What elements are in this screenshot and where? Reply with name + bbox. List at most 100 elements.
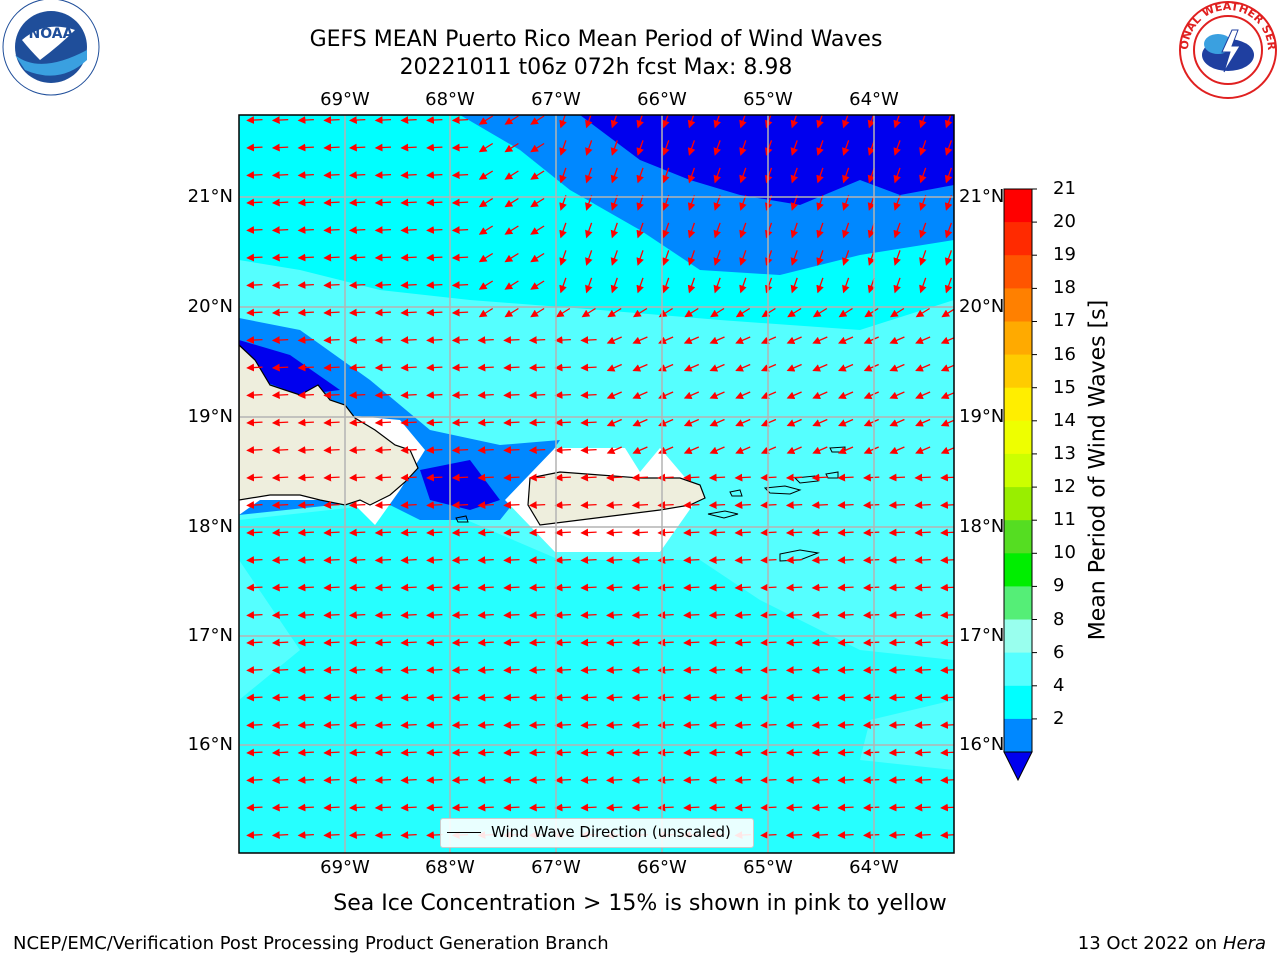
wind-wave-arrow (709, 363, 725, 372)
wind-wave-arrow (451, 143, 469, 152)
wind-wave-arrow (400, 281, 417, 289)
wind-wave-arrow (554, 391, 571, 399)
wind-wave-arrow (426, 831, 443, 839)
wind-wave-arrow (631, 583, 649, 592)
wind-wave-arrow (816, 167, 824, 184)
wind-wave-arrow (323, 143, 340, 152)
wind-wave-arrow (914, 803, 931, 812)
wind-wave-arrow (739, 250, 747, 266)
wind-wave-arrow (812, 418, 828, 427)
wind-wave-arrow (739, 277, 747, 294)
wind-wave-arrow (790, 250, 799, 266)
wind-wave-arrow (426, 171, 443, 179)
wind-wave-arrow (683, 693, 700, 702)
wind-wave-arrow (735, 307, 751, 318)
wind-wave-arrow (349, 721, 366, 729)
wind-wave-arrow (838, 418, 854, 427)
wind-wave-arrow (374, 336, 392, 344)
wind-wave-arrow (323, 528, 340, 537)
wind-wave-arrow (478, 170, 494, 180)
wind-wave-arrow (451, 473, 469, 482)
wind-wave-arrow (554, 611, 571, 619)
lat-label-left-18: 18°N (187, 516, 233, 537)
wind-wave-arrow (374, 116, 392, 124)
wind-wave-arrow (323, 473, 340, 482)
wind-wave-arrow (708, 611, 726, 619)
wind-wave-arrow (426, 776, 443, 784)
wind-wave-arrow (919, 167, 927, 184)
wind-wave-arrow (785, 693, 803, 702)
colorbar-segment (1004, 354, 1032, 389)
wind-wave-arrow (504, 280, 519, 290)
wind-wave-arrow (919, 222, 927, 239)
wind-wave-arrow (451, 638, 469, 647)
wind-wave-arrow (863, 583, 880, 592)
wind-wave-arrow (811, 776, 828, 784)
wind-wave-arrow (271, 501, 289, 509)
wind-wave-arrow (657, 638, 674, 647)
wind-wave-arrow (530, 197, 545, 208)
wind-wave-arrow (657, 748, 674, 757)
wind-wave-arrow (687, 140, 696, 156)
wind-wave-arrow (477, 638, 494, 647)
wind-wave-arrow (631, 528, 649, 537)
footer-date-text: 13 Oct 2022 on (1077, 933, 1218, 954)
wind-wave-arrow (610, 250, 619, 266)
wind-wave-arrow (734, 528, 751, 537)
wind-wave-arrow (374, 308, 392, 317)
wind-wave-arrow (477, 556, 494, 564)
wind-wave-arrow (631, 776, 649, 784)
wind-wave-arrow (760, 528, 777, 537)
wind-wave-arrow (790, 222, 799, 239)
wind-wave-arrow (811, 831, 828, 839)
lat-label-right-21: 21°N (959, 186, 1005, 207)
wind-wave-arrow (400, 143, 417, 152)
wind-wave-arrow (323, 638, 340, 647)
wind-wave-arrow (323, 418, 340, 427)
wind-wave-arrow (451, 446, 469, 454)
wind-wave-arrow (426, 748, 443, 757)
wind-wave-arrow (555, 307, 571, 318)
wind-wave-arrow (734, 556, 751, 564)
wind-wave-arrow (863, 473, 880, 482)
wind-wave-arrow (323, 831, 340, 839)
wind-wave-arrow (477, 473, 494, 482)
wind-wave-arrow (400, 116, 417, 124)
wind-wave-arrow (606, 693, 623, 702)
wind-wave-arrow (837, 611, 854, 619)
wind-wave-arrow (451, 748, 469, 757)
wind-wave-arrow (246, 336, 263, 344)
wind-wave-arrow (657, 611, 674, 619)
wind-wave-arrow (632, 363, 648, 372)
wind-wave-arrow (580, 501, 597, 509)
wind-wave-arrow (559, 167, 567, 184)
wind-wave-arrow (528, 638, 546, 647)
wind-wave-arrow (888, 528, 906, 537)
wind-wave-arrow (606, 336, 622, 344)
lat-label-right-17: 17°N (959, 625, 1005, 646)
wind-wave-arrow (585, 195, 593, 211)
colorbar-tick-label: 11 (1053, 509, 1076, 531)
contour-lt2-mona (420, 460, 500, 510)
wind-wave-arrow (811, 638, 828, 647)
wind-wave-arrow (636, 140, 644, 156)
wind-wave-arrow (400, 501, 417, 509)
wind-wave-arrow (816, 140, 824, 156)
wind-wave-arrow (837, 583, 854, 592)
wind-wave-arrow (683, 776, 700, 784)
wind-wave-arrow (739, 140, 747, 156)
lat-label-left-16: 16°N (187, 734, 233, 755)
wind-wave-arrow (451, 583, 469, 592)
wind-wave-arrow (297, 556, 314, 564)
wind-wave-arrow (893, 167, 901, 184)
wind-wave-arrow (400, 198, 417, 207)
wind-wave-arrow (559, 250, 567, 266)
wind-wave-arrow (528, 446, 546, 454)
wind-wave-arrow (374, 363, 392, 372)
wind-wave-arrow (323, 693, 340, 702)
wind-wave-arrow (451, 171, 469, 179)
colorbar-segment (1004, 387, 1032, 422)
wind-wave-arrow (323, 721, 340, 729)
wind-wave-arrow (426, 583, 443, 592)
